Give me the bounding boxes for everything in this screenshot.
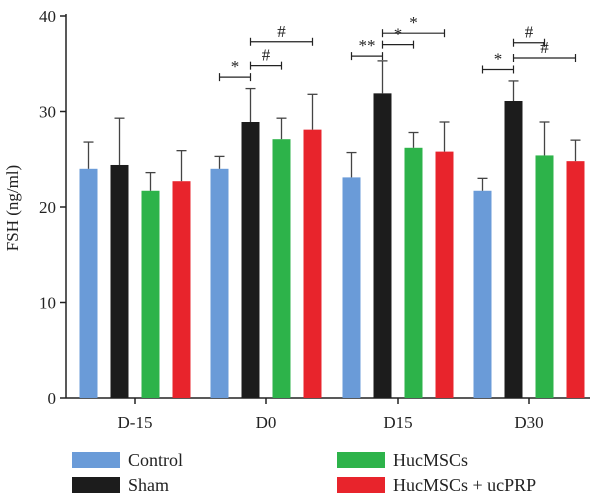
- x-tick-label: D15: [383, 413, 412, 432]
- bar: [110, 164, 129, 398]
- x-tick-label: D30: [514, 413, 543, 432]
- bar: [373, 93, 392, 398]
- legend-swatch: [337, 452, 385, 468]
- bar: [210, 168, 229, 398]
- legend-swatch: [337, 477, 385, 493]
- significance-label: #: [525, 23, 534, 42]
- bar: [79, 168, 98, 398]
- bar: [272, 139, 291, 398]
- bar: [404, 147, 423, 398]
- bar: [303, 129, 322, 398]
- significance-label: *: [494, 49, 503, 68]
- bar: [435, 151, 454, 398]
- x-tick-label: D0: [256, 413, 277, 432]
- y-tick-label: 10: [39, 294, 56, 313]
- legend: Control Sham HucMSCs HucMSCs + ucPRP: [72, 450, 536, 495]
- x-tick-label: D-15: [118, 413, 153, 432]
- significance-label: *: [394, 25, 403, 44]
- significance-label: #: [262, 46, 271, 65]
- bar: [172, 181, 191, 398]
- y-axis: 0 10 20 30 40: [39, 7, 67, 408]
- bar: [473, 190, 492, 398]
- y-tick-label: 40: [39, 7, 56, 26]
- legend-label: Control: [128, 450, 183, 470]
- legend-label: HucMSCs: [393, 450, 468, 470]
- significance-label: #: [277, 22, 286, 41]
- y-tick-label: 20: [39, 198, 56, 217]
- y-tick-label: 0: [48, 389, 57, 408]
- significance-label: *: [409, 13, 418, 32]
- bars: [79, 93, 585, 399]
- x-axis: D-15 D0 D15 D30: [66, 397, 590, 432]
- y-tick-label: 30: [39, 103, 56, 122]
- significance-label: #: [540, 38, 549, 57]
- legend-swatch: [72, 477, 120, 493]
- bar: [535, 155, 554, 398]
- bar: [566, 161, 585, 398]
- y-axis-title: FSH (ng/ml): [3, 165, 22, 251]
- legend-swatch: [72, 452, 120, 468]
- bar: [241, 122, 260, 398]
- bar: [504, 100, 523, 399]
- error-bars: [83, 60, 581, 191]
- significance-label: *: [231, 57, 240, 76]
- significance-label: **: [359, 36, 376, 55]
- bar: [342, 177, 361, 398]
- bar: [141, 190, 160, 398]
- legend-label: Sham: [128, 475, 169, 495]
- significance-brackets: *##*****##: [218, 13, 577, 82]
- legend-label: HucMSCs + ucPRP: [393, 475, 536, 495]
